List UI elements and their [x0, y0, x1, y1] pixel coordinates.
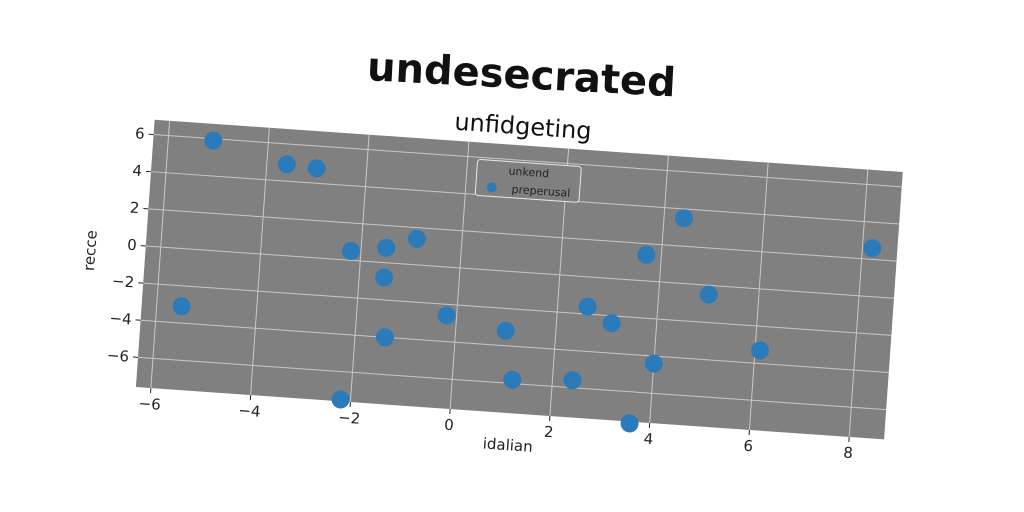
data-point [563, 371, 582, 390]
x-tick-label: 2 [543, 423, 554, 442]
y-tick-label: 2 [129, 199, 140, 218]
y-axis-label: recce [80, 230, 101, 272]
x-grid-line [349, 134, 370, 403]
data-point [437, 306, 456, 325]
y-axis-ticks: −6 −4 −2 0 2 4 6 [106, 124, 154, 366]
x-grid-line [250, 127, 270, 396]
data-point [602, 314, 621, 333]
legend-title: unkend [508, 165, 549, 181]
y-tick-label: −4 [109, 309, 132, 328]
data-point [277, 155, 296, 174]
x-tick-label: −4 [238, 401, 261, 420]
y-tick-label: 4 [132, 161, 143, 180]
data-point [675, 209, 694, 228]
y-grid-line [148, 208, 897, 262]
data-point [699, 285, 718, 304]
x-tick-label: −2 [338, 408, 361, 427]
y-tick-label: 0 [127, 236, 138, 255]
data-point [172, 297, 191, 316]
data-point [377, 238, 396, 257]
legend-label: preperusal [511, 183, 571, 200]
chart-title: unfidgeting [454, 108, 593, 146]
data-point [750, 341, 769, 360]
x-grid-line [150, 120, 171, 389]
x-axis-ticks: −6 −4 −2 0 2 4 6 8 [138, 388, 854, 463]
data-point [375, 328, 394, 347]
data-point [496, 321, 515, 340]
y-tick-label: 6 [134, 124, 145, 143]
x-tick-label: 0 [444, 416, 455, 435]
x-grid-line [649, 155, 669, 424]
legend: unkend preperusal [474, 159, 582, 203]
plot-area [135, 119, 903, 440]
data-point [375, 268, 394, 287]
y-tick-label: −2 [112, 272, 135, 291]
data-point [407, 229, 426, 248]
x-grid-line [848, 169, 869, 437]
data-point [637, 245, 656, 264]
y-tick-label: −6 [106, 346, 129, 365]
data-point [307, 159, 326, 178]
data-point [331, 390, 350, 409]
x-grid-line [449, 141, 470, 410]
data-point [620, 414, 639, 433]
x-axis-label: idalian [482, 434, 533, 455]
legend-marker [486, 182, 497, 193]
legend-box [474, 159, 582, 203]
y-grid-line [143, 282, 892, 336]
data-point [503, 370, 522, 389]
x-tick-label: −6 [138, 394, 161, 413]
data-point [204, 131, 223, 150]
data-point [863, 239, 882, 258]
x-tick-label: 6 [743, 437, 754, 456]
y-grid-line [145, 245, 894, 299]
x-grid-line [748, 162, 769, 430]
x-tick-label: 8 [843, 444, 854, 463]
chart-suptitle: undesecrated [366, 44, 677, 106]
data-point [341, 241, 360, 260]
y-grid-line [153, 134, 902, 188]
data-points [172, 131, 882, 433]
data-point [578, 297, 597, 316]
x-tick-label: 4 [643, 430, 654, 449]
y-grid-line [140, 319, 889, 374]
data-point [644, 354, 663, 373]
